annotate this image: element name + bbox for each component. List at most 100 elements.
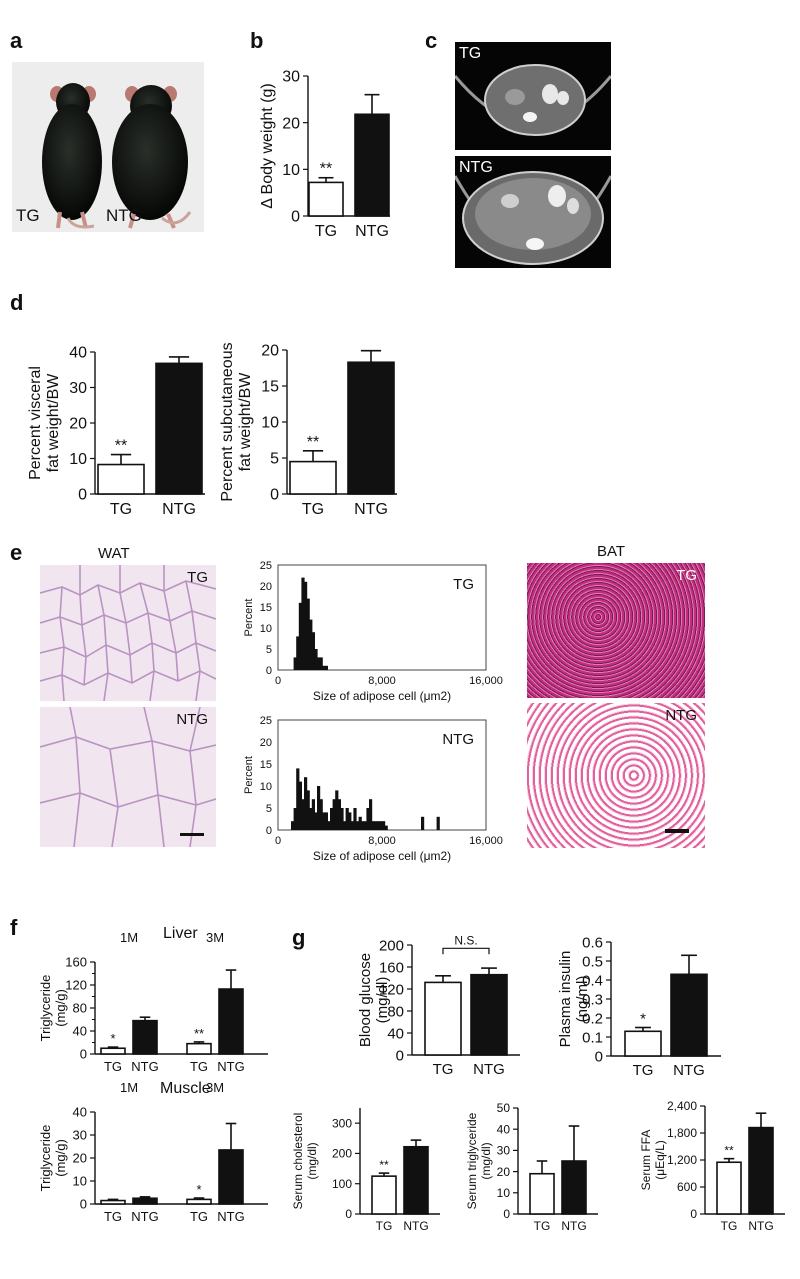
d1-xlabel-1: NTG	[162, 501, 196, 518]
g4-bar-0	[529, 1172, 555, 1215]
g3-ytick-label-2: 200	[332, 1147, 352, 1161]
d1-bar-1	[155, 362, 203, 495]
d2-bar-1	[347, 361, 395, 495]
f2-ytick-label-1: 10	[73, 1174, 87, 1189]
g5-ylabel-1: (μEq/L)	[653, 1140, 667, 1180]
e1-xtick-label-1: 8,000	[368, 675, 396, 687]
d1-ytick-label-2: 20	[69, 416, 87, 433]
f1-group-label-1: 3M	[206, 930, 224, 945]
g1-bracket	[442, 947, 490, 955]
b-ytick-label-2: 20	[282, 115, 300, 132]
g5-ylabel-0: Serum FFA	[639, 1130, 653, 1191]
e2-bin-1	[293, 808, 297, 830]
d2-ylabel-0: Percent subcutaneous	[219, 342, 236, 501]
d1-ytick-label-3: 30	[69, 380, 87, 397]
g1-ytick-label-0: 0	[396, 1047, 404, 1064]
f1-xlabel-0: TG	[104, 1059, 122, 1074]
ct-label-ntg: NTG	[459, 159, 493, 176]
f2-bar-2	[186, 1198, 212, 1205]
d2-xlabel-0: TG	[302, 501, 324, 518]
f1-xlabel-1: NTG	[131, 1059, 158, 1074]
d1-bar-0	[97, 463, 145, 495]
b-sig-0: **	[320, 161, 332, 178]
d2-ytick-label-3: 15	[261, 379, 279, 396]
e2-bin-4	[301, 799, 305, 830]
f2-ytick-label-4: 40	[73, 1105, 87, 1120]
d2-ytick-label-2: 10	[261, 415, 279, 432]
e1-bin-10	[319, 657, 323, 670]
e2-bin-33	[376, 821, 380, 830]
e2-bin-24	[353, 808, 357, 830]
g5-ytick-label-0: 0	[690, 1207, 697, 1221]
e2-bin-15	[330, 808, 334, 830]
g4-ytick-label-5: 50	[497, 1101, 511, 1115]
photo-label-ntg: NTG	[106, 206, 142, 225]
f2-bar-3	[218, 1149, 244, 1205]
e2-bin-28	[363, 821, 367, 830]
bat-image-ntg: NTG	[527, 703, 705, 848]
d2-ylabel-1: fat weight/BW	[237, 372, 254, 472]
ct-label-tg: TG	[459, 45, 482, 62]
g3-ytick-label-1: 100	[332, 1177, 352, 1191]
g3-xlabel-0: TG	[376, 1219, 393, 1233]
g5-ytick-label-3: 1,800	[667, 1126, 697, 1140]
g1-bar-0	[424, 981, 462, 1056]
d1-ylabel-0: Percent visceral	[27, 366, 44, 480]
e1-ytick-label-0: 0	[266, 665, 272, 677]
mouse-photo: TG NTG	[12, 62, 204, 232]
g4-ytick-label-1: 10	[497, 1186, 511, 1200]
g2-ylabel-0: Plasma insulin	[557, 951, 574, 1048]
g5-sig-0: **	[724, 1144, 734, 1158]
e1-ytick-label-4: 20	[260, 581, 272, 593]
bat-image-tg: TG	[527, 563, 705, 698]
e2-bin-12	[322, 812, 326, 830]
f1-bar-1	[132, 1019, 158, 1055]
d2-ytick-label-4: 20	[261, 343, 279, 360]
e2-bin-8	[311, 799, 315, 830]
e2-bin-35	[382, 821, 386, 830]
f1-ylabel-0: Triglyceride	[38, 975, 53, 1042]
g2-ytick-label-1: 0.1	[582, 1029, 603, 1046]
e2-plot-frame	[277, 719, 487, 831]
e1-bin-6	[309, 619, 313, 670]
g3-sig-0: **	[379, 1158, 389, 1172]
e2-ytick-label-1: 5	[266, 803, 272, 815]
photo-label-tg: TG	[16, 206, 40, 225]
f1-bar-0	[100, 1047, 126, 1055]
panel-letter-e: e	[10, 540, 23, 565]
g2-ytick-label-6: 0.6	[582, 934, 603, 951]
e2-bin-32	[374, 821, 378, 830]
e1-series-label: TG	[453, 576, 474, 593]
f1-bar-3	[218, 988, 244, 1055]
f2-xlabel-2: TG	[190, 1209, 208, 1224]
f1-ytick-label-0: 0	[80, 1047, 87, 1062]
g2-sig-0: *	[640, 1011, 646, 1028]
f1-xlabel-3: NTG	[217, 1059, 244, 1074]
e2-bin-22	[348, 812, 352, 830]
f1-ylabel-1: (mg/g)	[53, 989, 68, 1027]
b-xlabel-1: NTG	[355, 223, 389, 240]
b-xlabel-0: TG	[315, 223, 337, 240]
e2-ytick-label-0: 0	[266, 825, 272, 837]
d1-sig-0: **	[115, 438, 127, 455]
g2-ytick-label-4: 0.4	[582, 972, 603, 989]
panel-letter-f: f	[10, 915, 18, 940]
g3-ylabel-1: (mg/dl)	[305, 1142, 319, 1179]
f2-xlabel-3: NTG	[217, 1209, 244, 1224]
e2-bin-25	[356, 821, 360, 830]
f2-ytick-label-3: 30	[73, 1128, 87, 1143]
panel-letter-b: b	[250, 28, 264, 53]
e2-bin-23	[350, 821, 354, 830]
e2-bin-2	[296, 768, 300, 830]
bat-label-tg: TG	[676, 567, 697, 584]
e2-xlabel: Size of adipose cell (μm2)	[313, 849, 451, 863]
e2-bin-18	[337, 799, 341, 830]
f2-xlabel-0: TG	[104, 1209, 122, 1224]
bat-label-ntg: NTG	[665, 707, 697, 724]
e2-bin-16	[332, 799, 336, 830]
g5-ytick-label-1: 600	[677, 1180, 697, 1194]
g4-ytick-label-2: 20	[497, 1165, 511, 1179]
f2-xlabel-1: NTG	[131, 1209, 158, 1224]
e2-bin-7	[309, 808, 313, 830]
e1-bin-12	[324, 665, 328, 670]
